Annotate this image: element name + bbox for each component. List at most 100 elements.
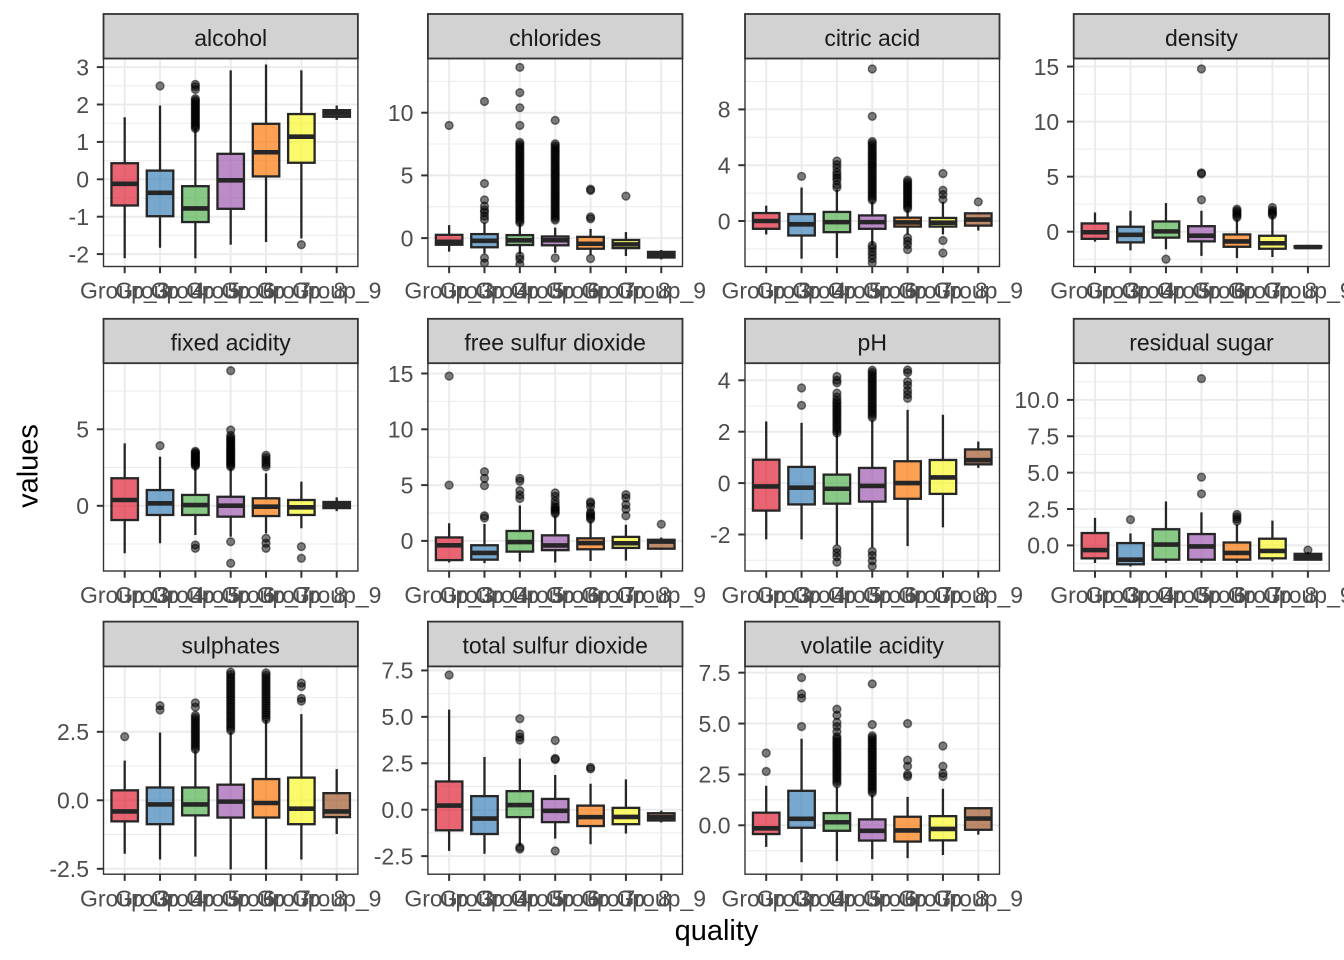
svg-text:Group_7: Group_7	[546, 278, 636, 304]
svg-text:Group_5: Group_5	[1121, 278, 1211, 304]
svg-text:Group_6: Group_6	[510, 582, 600, 608]
svg-text:2.5: 2.5	[57, 719, 89, 745]
svg-text:7.5: 7.5	[381, 658, 413, 684]
svg-text:Group_3: Group_3	[404, 582, 494, 608]
svg-text:0.0: 0.0	[57, 788, 89, 814]
svg-text:Group_6: Group_6	[827, 278, 917, 304]
svg-text:Group_7: Group_7	[546, 582, 636, 608]
svg-text:Group_3: Group_3	[1050, 278, 1140, 304]
svg-text:2.5: 2.5	[381, 751, 413, 777]
svg-text:-2: -2	[69, 241, 89, 267]
svg-text:0: 0	[718, 470, 731, 496]
svg-text:Group_4: Group_4	[757, 278, 847, 304]
svg-text:quality: quality	[675, 915, 759, 947]
svg-text:Group_4: Group_4	[115, 885, 205, 911]
svg-text:2: 2	[76, 92, 89, 118]
svg-text:0: 0	[76, 167, 89, 193]
svg-text:Group_8: Group_8	[898, 582, 988, 608]
svg-text:Group_9: Group_9	[1263, 278, 1344, 304]
svg-text:5: 5	[401, 472, 414, 498]
svg-text:Group_8: Group_8	[1228, 278, 1318, 304]
svg-text:Group_9: Group_9	[934, 582, 1024, 608]
svg-text:7.5: 7.5	[699, 660, 731, 686]
svg-text:Group_8: Group_8	[581, 278, 671, 304]
svg-text:chlorides: chlorides	[509, 25, 601, 51]
svg-text:5.0: 5.0	[381, 704, 413, 730]
svg-text:Group_6: Group_6	[510, 278, 600, 304]
svg-text:15: 15	[1034, 54, 1060, 80]
svg-text:0.0: 0.0	[699, 813, 731, 839]
svg-text:Group_5: Group_5	[475, 278, 565, 304]
svg-text:Group_4: Group_4	[115, 582, 205, 608]
svg-text:5.0: 5.0	[699, 711, 731, 737]
svg-text:5: 5	[1046, 164, 1059, 190]
svg-text:Group_5: Group_5	[475, 582, 565, 608]
svg-text:Group_6: Group_6	[510, 885, 600, 911]
svg-text:Group_6: Group_6	[1157, 582, 1247, 608]
svg-text:0: 0	[401, 225, 414, 251]
svg-text:Group_8: Group_8	[257, 885, 347, 911]
svg-text:-2: -2	[710, 522, 730, 548]
svg-text:pH: pH	[858, 330, 887, 356]
svg-text:Group_7: Group_7	[221, 278, 311, 304]
svg-text:Group_6: Group_6	[827, 582, 917, 608]
svg-text:Group_4: Group_4	[757, 885, 847, 911]
svg-text:Group_8: Group_8	[257, 278, 347, 304]
svg-text:residual sugar: residual sugar	[1129, 330, 1274, 356]
svg-text:5.0: 5.0	[1027, 460, 1059, 486]
svg-text:7.5: 7.5	[1027, 424, 1059, 450]
svg-text:density: density	[1165, 25, 1238, 51]
svg-text:Group_3: Group_3	[721, 885, 811, 911]
svg-text:-2.5: -2.5	[374, 843, 414, 869]
svg-text:Group_9: Group_9	[292, 582, 382, 608]
svg-text:2.5: 2.5	[699, 762, 731, 788]
svg-text:10.0: 10.0	[1014, 387, 1059, 413]
svg-text:Group_5: Group_5	[792, 278, 882, 304]
svg-text:Group_3: Group_3	[80, 885, 170, 911]
svg-text:Group_7: Group_7	[1192, 278, 1282, 304]
svg-text:Group_5: Group_5	[151, 582, 241, 608]
svg-text:Group_7: Group_7	[546, 885, 636, 911]
svg-text:values: values	[13, 424, 45, 508]
svg-text:-1: -1	[69, 204, 89, 230]
svg-text:Group_9: Group_9	[617, 885, 707, 911]
svg-text:1: 1	[76, 129, 89, 155]
svg-text:Group_3: Group_3	[404, 278, 494, 304]
svg-text:Group_5: Group_5	[151, 278, 241, 304]
svg-text:Group_6: Group_6	[827, 885, 917, 911]
svg-text:10: 10	[388, 417, 414, 443]
svg-text:Group_7: Group_7	[1192, 582, 1282, 608]
svg-text:Group_6: Group_6	[186, 885, 276, 911]
svg-text:Group_7: Group_7	[863, 582, 953, 608]
svg-text:free sulfur dioxide: free sulfur dioxide	[464, 330, 646, 356]
svg-text:10: 10	[388, 100, 414, 126]
svg-text:10: 10	[1034, 109, 1060, 135]
svg-text:Group_6: Group_6	[186, 582, 276, 608]
svg-text:4: 4	[718, 152, 731, 178]
svg-text:Group_7: Group_7	[863, 278, 953, 304]
svg-text:Group_5: Group_5	[1121, 582, 1211, 608]
svg-text:Group_3: Group_3	[1050, 582, 1140, 608]
svg-text:Group_3: Group_3	[721, 278, 811, 304]
svg-text:volatile acidity: volatile acidity	[801, 632, 945, 658]
svg-text:Group_6: Group_6	[186, 278, 276, 304]
svg-text:alcohol: alcohol	[194, 25, 267, 51]
svg-text:Group_4: Group_4	[440, 885, 530, 911]
svg-text:Group_3: Group_3	[404, 885, 494, 911]
svg-text:Group_7: Group_7	[221, 582, 311, 608]
svg-text:5: 5	[76, 417, 89, 443]
svg-text:-2.5: -2.5	[49, 856, 89, 882]
svg-text:0: 0	[718, 208, 731, 234]
svg-text:Group_9: Group_9	[292, 278, 382, 304]
svg-text:Group_7: Group_7	[221, 885, 311, 911]
svg-text:Group_5: Group_5	[792, 582, 882, 608]
svg-text:Group_4: Group_4	[1086, 278, 1176, 304]
svg-text:2: 2	[718, 419, 731, 445]
svg-text:Group_8: Group_8	[257, 582, 347, 608]
svg-text:Group_9: Group_9	[292, 885, 382, 911]
svg-text:4: 4	[718, 368, 731, 394]
svg-text:2.5: 2.5	[1027, 496, 1059, 522]
svg-text:Group_9: Group_9	[934, 885, 1024, 911]
svg-text:Group_3: Group_3	[80, 278, 170, 304]
svg-text:Group_5: Group_5	[151, 885, 241, 911]
